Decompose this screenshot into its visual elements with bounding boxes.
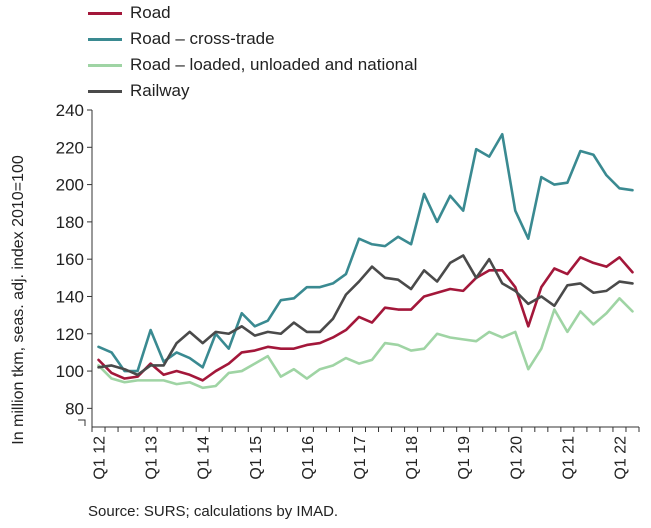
y-tick-label: 180 [56, 213, 84, 232]
y-axis-title: In million tkm, seas. adj. index 2010=10… [4, 120, 34, 480]
y-tick-label: 140 [56, 287, 84, 306]
legend-item-railway: Railway [88, 78, 417, 104]
legend-label-road-cross-trade: Road – cross-trade [130, 29, 275, 48]
x-tick-label: Q1 15 [248, 436, 265, 480]
legend-label-railway: Railway [130, 81, 190, 100]
legend-item-road: Road [88, 0, 417, 26]
y-tick-label: 80 [65, 399, 84, 418]
axis-break-icon [78, 419, 86, 426]
x-tick-label: Q1 18 [404, 436, 421, 480]
y-tick-label: 200 [56, 176, 84, 195]
y-tick-label: 160 [56, 250, 84, 269]
legend-swatch-railway [88, 89, 122, 93]
x-tick-label: Q1 17 [352, 436, 369, 480]
x-tick-label: Q1 14 [196, 436, 213, 480]
legend-swatch-road-cross-trade [88, 37, 122, 41]
y-axis-title-text: In million tkm, seas. adj. index 2010=10… [10, 155, 27, 445]
y-tick-label: 120 [56, 325, 84, 344]
axes: 80 100 120 140 160 180 200 220 240 Q1 12 Q1 13 Q1 1… [56, 101, 640, 480]
legend-item-road-cross-trade: Road – cross-trade [88, 26, 417, 52]
y-tick-label: 240 [56, 101, 84, 120]
x-tick-label: Q1 12 [92, 436, 109, 480]
x-tick-label: Q1 16 [300, 436, 317, 480]
series-line-0 [97, 256, 634, 382]
legend-label-road: Road [130, 3, 171, 22]
x-tick-label: Q1 20 [508, 436, 525, 480]
source-note: Source: SURS; calculations by IMAD. [88, 503, 339, 520]
y-tick-label: 100 [56, 362, 84, 381]
x-tick-label: Q1 22 [612, 436, 629, 480]
legend-item-road-national: Road – loaded, unloaded and national [88, 52, 417, 78]
legend-swatch-road [88, 11, 122, 15]
legend-label-road-national: Road – loaded, unloaded and national [130, 55, 418, 74]
legend-swatch-road-national [88, 63, 122, 67]
x-tick-label: Q1 21 [560, 436, 577, 480]
series-line-2 [97, 297, 634, 390]
x-tick-label: Q1 13 [144, 436, 161, 480]
series-line-3 [97, 254, 634, 377]
legend: Road Road – cross-trade Road – loaded, u… [88, 0, 417, 104]
series-line-1 [97, 132, 634, 373]
series-layer [97, 132, 634, 390]
y-tick-label: 220 [56, 138, 84, 157]
x-tick-label: Q1 19 [456, 436, 473, 480]
